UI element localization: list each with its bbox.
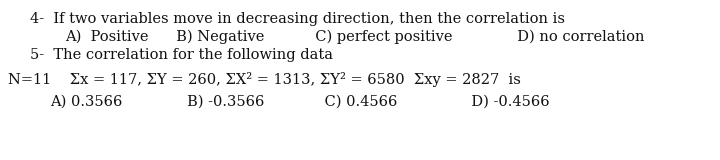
Text: 5-  The correlation for the following data: 5- The correlation for the following dat…: [30, 48, 333, 62]
Text: A)  Positive      B) Negative           C) perfect positive              D) no c: A) Positive B) Negative C) perfect posit…: [65, 30, 644, 44]
Text: N=11    Σx = 117, ΣY = 260, ΣX² = 1313, ΣY² = 6580  Σxy = 2827  is: N=11 Σx = 117, ΣY = 260, ΣX² = 1313, ΣY²…: [8, 72, 521, 87]
Text: A) 0.3566              B) -0.3566             C) 0.4566                D) -0.456: A) 0.3566 B) -0.3566 C) 0.4566 D) -0.456: [50, 95, 549, 109]
Text: 4-  If two variables move in decreasing direction, then the correlation is: 4- If two variables move in decreasing d…: [30, 12, 565, 26]
